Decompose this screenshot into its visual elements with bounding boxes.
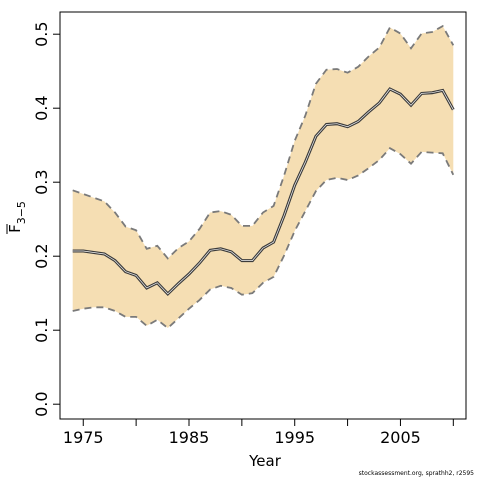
y-tick-label-0.5: 0.5 xyxy=(32,21,51,46)
y-tick-label-0.4: 0.4 xyxy=(32,95,51,120)
y-tick-label-0.0: 0.0 xyxy=(32,391,51,416)
x-tick-label-2005: 2005 xyxy=(380,428,421,447)
x-tick-label-1975: 1975 xyxy=(63,428,104,447)
plot-frame xyxy=(59,11,467,420)
x-tick-label-1995: 1995 xyxy=(274,428,315,447)
mean-line-inner xyxy=(72,88,454,295)
y-tick-label-0.3: 0.3 xyxy=(32,169,51,194)
y-axis-title: F3−5 xyxy=(6,201,28,234)
y-tick-label-0.1: 0.1 xyxy=(32,317,51,342)
series-lines xyxy=(72,24,455,330)
y-axis-title-subscript: 3−5 xyxy=(15,201,28,224)
y-axis-title-main: F xyxy=(6,224,24,233)
band-area xyxy=(72,26,454,328)
credit-text: stockassessment.org, sprathh2, r2595 xyxy=(358,470,474,477)
x-axis-title: Year xyxy=(248,452,282,470)
lower-bound-line xyxy=(72,147,455,330)
y-tick-label-0.2: 0.2 xyxy=(32,243,51,268)
upper-bound-line xyxy=(72,24,455,260)
x-axis: 1975 1985 1995 2005 xyxy=(63,419,454,447)
svg-text:F3−5: F3−5 xyxy=(6,201,28,233)
y-axis: 0.0 0.1 0.2 0.3 0.4 0.5 xyxy=(32,21,60,417)
x-tick-label-1985: 1985 xyxy=(169,428,210,447)
confidence-band xyxy=(72,26,454,328)
